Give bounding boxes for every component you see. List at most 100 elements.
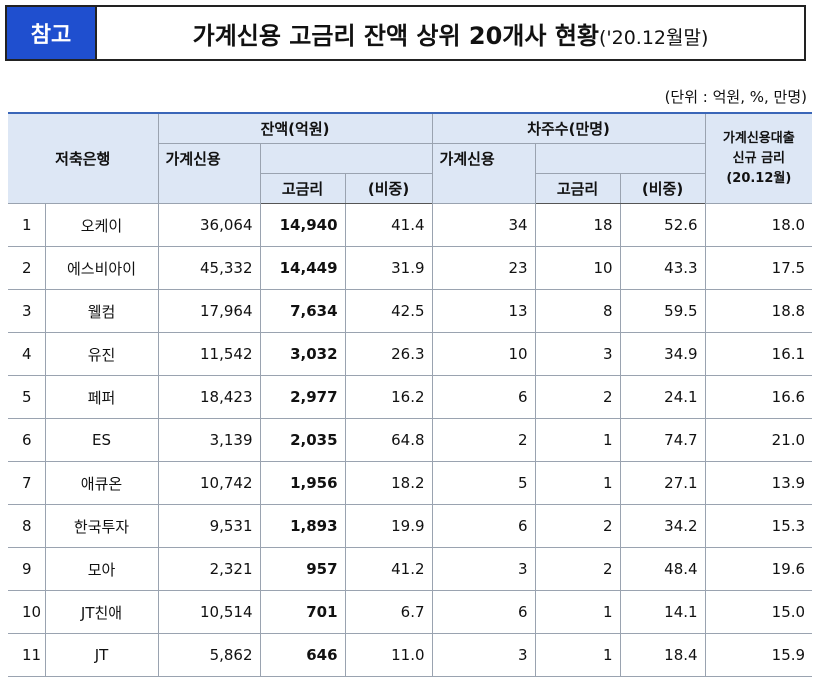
cell: 2 — [534, 504, 621, 548]
row: 4 유진 11,542 3,032 26.3 10 3 34.9 16.1 — [8, 332, 813, 376]
cell: 3 — [431, 633, 536, 677]
header-blank — [534, 143, 706, 174]
cell: 3,032 — [259, 332, 346, 376]
cell: 24.1 — [619, 375, 706, 419]
header-line: 신규 금리 — [732, 150, 785, 166]
cell: 23 — [431, 246, 536, 290]
cell: 11.0 — [344, 633, 433, 677]
tag: 참고 — [7, 7, 97, 59]
cell: 한국투자 — [44, 504, 159, 548]
cell: 2,321 — [157, 547, 261, 591]
col-header: 저축은행 — [8, 112, 159, 204]
cell: 701 — [259, 590, 346, 634]
cell: 11,542 — [157, 332, 261, 376]
cell: 5 — [431, 461, 536, 505]
cell: 2 — [534, 375, 621, 419]
cell: 16.6 — [704, 375, 813, 419]
cell: 1 — [534, 461, 621, 505]
cell: 48.4 — [619, 547, 706, 591]
cell: 13.9 — [704, 461, 813, 505]
col-header: 고금리 — [534, 173, 621, 204]
cell: 2 — [534, 547, 621, 591]
cell: 18.4 — [619, 633, 706, 677]
cell: 957 — [259, 547, 346, 591]
cell: 유진 — [44, 332, 159, 376]
cell: 7,634 — [259, 289, 346, 333]
row: 1 오케이 36,064 14,940 41.4 34 18 52.6 18.0 — [8, 203, 813, 247]
cell: 19.6 — [704, 547, 813, 591]
cell: 59.5 — [619, 289, 706, 333]
cell: 2 — [431, 418, 536, 462]
row: 3 웰컴 17,964 7,634 42.5 13 8 59.5 18.8 — [8, 289, 813, 333]
cell: 10 — [534, 246, 621, 290]
cell: 페퍼 — [44, 375, 159, 419]
unit: (단위 : 억원, %, 만명) — [664, 88, 807, 106]
cell: JT — [44, 633, 159, 677]
cell: 14.1 — [619, 590, 706, 634]
cell: 45,332 — [157, 246, 261, 290]
cell: 1,893 — [259, 504, 346, 548]
row: 7 애큐온 10,742 1,956 18.2 5 1 27.1 13.9 — [8, 461, 813, 505]
cell: 18.2 — [344, 461, 433, 505]
cell: 34.2 — [619, 504, 706, 548]
header-blank — [259, 143, 433, 174]
cell: 18.8 — [704, 289, 813, 333]
col-header: 가계신용 — [431, 143, 536, 204]
cell: 5,862 — [157, 633, 261, 677]
row: 11 JT 5,862 646 11.0 3 1 18.4 15.9 — [8, 633, 813, 677]
row: 8 한국투자 9,531 1,893 19.9 6 2 34.2 15.3 — [8, 504, 813, 548]
cell: 1 — [534, 633, 621, 677]
cell: 에스비아이 — [44, 246, 159, 290]
header-line: 가계신용대출 — [722, 130, 795, 146]
row: 9 모아 2,321 957 41.2 3 2 48.4 19.6 — [8, 547, 813, 591]
cell: 10 — [431, 332, 536, 376]
cell: 15.0 — [704, 590, 813, 634]
cell: 2,035 — [259, 418, 346, 462]
cell: 64.8 — [344, 418, 433, 462]
cell: 18.0 — [704, 203, 813, 247]
cell: 19.9 — [344, 504, 433, 548]
cell: 1 — [534, 590, 621, 634]
cell: 6 — [8, 418, 46, 462]
row: 2 에스비아이 45,332 14,449 31.9 23 10 43.3 17.5 — [8, 246, 813, 290]
cell: 74.7 — [619, 418, 706, 462]
col-header: (비중) — [619, 173, 706, 204]
cell: 34.9 — [619, 332, 706, 376]
cell: 웰컴 — [44, 289, 159, 333]
cell: 26.3 — [344, 332, 433, 376]
header-line: (20.12월) — [726, 170, 792, 186]
cell: 16.2 — [344, 375, 433, 419]
cell: 15.3 — [704, 504, 813, 548]
cell: 14,940 — [259, 203, 346, 247]
row: 10 JT친애 10,514 701 6.7 6 1 14.1 15.0 — [8, 590, 813, 634]
cell: 41.2 — [344, 547, 433, 591]
cell: 애큐온 — [44, 461, 159, 505]
cell: 3,139 — [157, 418, 261, 462]
cell: 오케이 — [44, 203, 159, 247]
cell: 27.1 — [619, 461, 706, 505]
cell: 10,742 — [157, 461, 261, 505]
cell: 2 — [8, 246, 46, 290]
cell: 31.9 — [344, 246, 433, 290]
cell: 4 — [8, 332, 46, 376]
cell: 16.1 — [704, 332, 813, 376]
cell: 34 — [431, 203, 536, 247]
cell: 14,449 — [259, 246, 346, 290]
cell: 1 — [534, 418, 621, 462]
title-box: 참고 가계신용 고금리 잔액 상위 20개사 현황('20.12월말) — [5, 5, 806, 61]
col-header: 잔액(억원) — [157, 112, 433, 144]
cell: 11 — [8, 633, 46, 677]
cell: 2,977 — [259, 375, 346, 419]
cell: 17.5 — [704, 246, 813, 290]
cell: 6 — [431, 375, 536, 419]
cell: 21.0 — [704, 418, 813, 462]
cell: 8 — [534, 289, 621, 333]
cell: ES — [44, 418, 159, 462]
table: 저축은행 잔액(억원) 차주수(만명) 가계신용대출 신규 금리 (20.12월) … — [8, 112, 813, 677]
cell: 1 — [8, 203, 46, 247]
row: 6 ES 3,139 2,035 64.8 2 1 74.7 21.0 — [8, 418, 813, 462]
cell: 18,423 — [157, 375, 261, 419]
cell: 41.4 — [344, 203, 433, 247]
cell: JT친애 — [44, 590, 159, 634]
